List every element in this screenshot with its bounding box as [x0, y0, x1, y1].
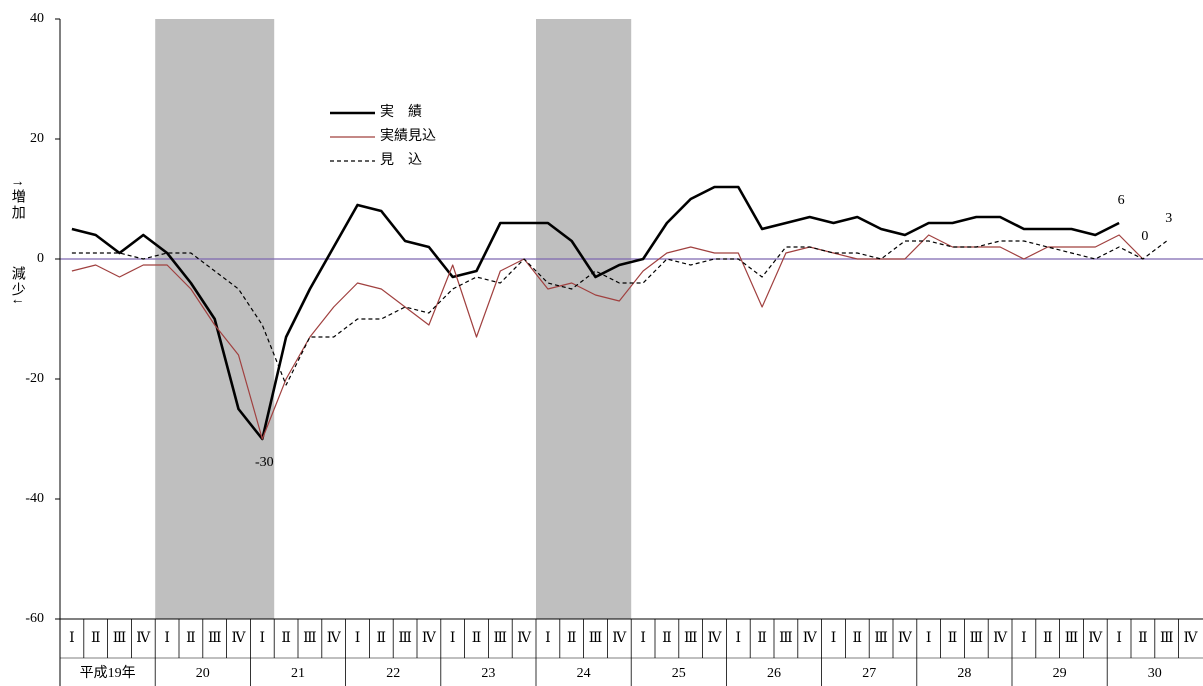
x-tick-label: Ⅱ — [1043, 631, 1053, 646]
x-tick-label: Ⅲ — [1160, 631, 1174, 646]
x-tick-label: Ⅱ — [377, 631, 387, 646]
year-label: 25 — [672, 666, 686, 681]
x-tick-label: Ⅲ — [398, 631, 412, 646]
x-tick-label: Ⅲ — [684, 631, 698, 646]
x-tick-label: Ⅰ — [69, 631, 75, 646]
y-tick-label: 20 — [30, 131, 44, 146]
x-tick-label: Ⅱ — [91, 631, 101, 646]
year-label: 23 — [481, 666, 495, 681]
x-tick-label: Ⅳ — [612, 631, 627, 646]
x-tick-label: Ⅲ — [494, 631, 508, 646]
x-tick-label: Ⅰ — [260, 631, 266, 646]
x-tick-label: Ⅱ — [281, 631, 291, 646]
x-tick-label: Ⅰ — [355, 631, 361, 646]
x-tick-label: Ⅳ — [1088, 631, 1103, 646]
x-tick-label: Ⅲ — [113, 631, 127, 646]
x-tick-label: Ⅱ — [853, 631, 863, 646]
x-tick-label: Ⅰ — [736, 631, 742, 646]
y-tick-label: 40 — [30, 11, 44, 26]
x-tick-label: Ⅱ — [757, 631, 767, 646]
year-label: 26 — [767, 666, 781, 681]
year-label: 22 — [386, 666, 400, 681]
x-tick-label: Ⅰ — [831, 631, 837, 646]
y-tick-label: 0 — [37, 251, 44, 266]
x-tick-label: Ⅰ — [926, 631, 932, 646]
x-tick-label: Ⅳ — [517, 631, 532, 646]
legend-label: 見 込 — [380, 152, 422, 168]
data-label: 0 — [1141, 229, 1148, 244]
y-label-down: 減少↓ — [10, 265, 26, 307]
y-tick-label: -20 — [25, 371, 44, 386]
shaded-period — [536, 19, 632, 619]
x-tick-label: Ⅱ — [662, 631, 672, 646]
x-tick-label: Ⅰ — [164, 631, 170, 646]
year-label: 21 — [291, 666, 305, 681]
x-tick-label: Ⅲ — [779, 631, 793, 646]
year-label: 27 — [862, 666, 876, 681]
x-tick-label: Ⅳ — [898, 631, 913, 646]
x-tick-label: Ⅱ — [186, 631, 196, 646]
x-tick-label: Ⅱ — [567, 631, 577, 646]
y-tick-label: -60 — [25, 611, 44, 626]
x-tick-label: Ⅰ — [450, 631, 456, 646]
data-label: 6 — [1118, 193, 1125, 208]
year-label: 20 — [196, 666, 210, 681]
x-tick-label: Ⅱ — [1138, 631, 1148, 646]
x-tick-label: Ⅳ — [327, 631, 342, 646]
x-tick-label: Ⅱ — [472, 631, 482, 646]
series-line — [71, 234, 1144, 440]
series-line — [71, 185, 1120, 441]
x-tick-label: Ⅰ — [545, 631, 551, 646]
series-line — [71, 240, 1168, 386]
x-tick-label: Ⅳ — [422, 631, 437, 646]
x-tick-label: Ⅲ — [1065, 631, 1079, 646]
legend-label: 実 績 — [380, 104, 422, 120]
year-label: 30 — [1148, 666, 1162, 681]
x-tick-label: Ⅰ — [640, 631, 646, 646]
y-tick-label: -40 — [25, 491, 44, 506]
year-label: 28 — [957, 666, 971, 681]
x-tick-label: Ⅲ — [303, 631, 317, 646]
x-tick-label: Ⅲ — [208, 631, 222, 646]
x-tick-label: Ⅲ — [874, 631, 888, 646]
x-tick-label: Ⅲ — [589, 631, 603, 646]
x-tick-label: Ⅳ — [232, 631, 247, 646]
x-tick-label: Ⅰ — [1116, 631, 1122, 646]
legend-label: 実績見込 — [380, 128, 436, 144]
x-tick-label: Ⅳ — [993, 631, 1008, 646]
data-label: -30 — [255, 455, 274, 470]
x-tick-label: Ⅳ — [803, 631, 818, 646]
year-label: 平成19年 — [80, 665, 136, 681]
x-tick-label: Ⅳ — [1184, 631, 1199, 646]
y-label-up: ↑増加 — [10, 180, 26, 221]
x-tick-label: Ⅳ — [136, 631, 151, 646]
x-tick-label: Ⅰ — [1021, 631, 1027, 646]
x-tick-label: Ⅱ — [948, 631, 958, 646]
x-tick-label: Ⅲ — [970, 631, 984, 646]
year-label: 29 — [1053, 666, 1067, 681]
data-label: 3 — [1165, 211, 1172, 226]
x-tick-label: Ⅳ — [708, 631, 723, 646]
year-label: 24 — [577, 666, 591, 681]
